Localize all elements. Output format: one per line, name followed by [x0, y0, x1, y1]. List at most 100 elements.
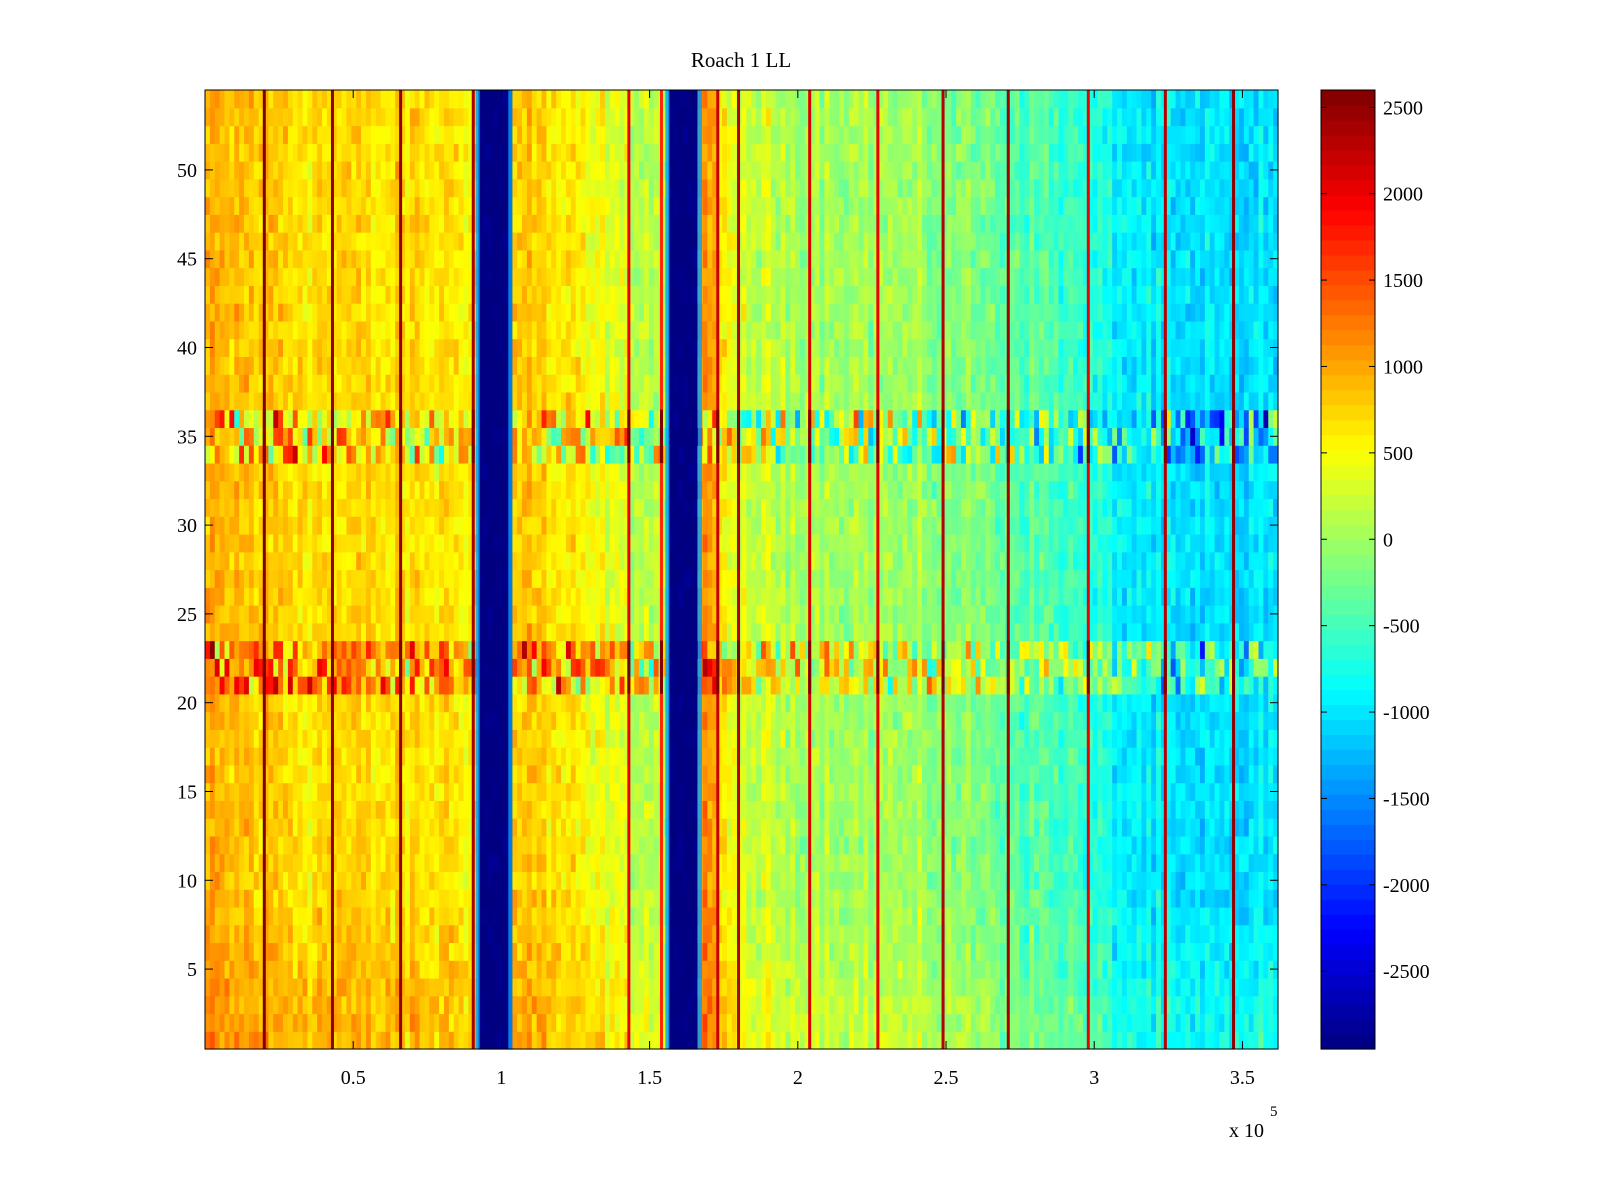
heatmap-cell — [1263, 1031, 1269, 1050]
heatmap-cell — [780, 693, 786, 713]
heatmap-cell — [1141, 835, 1147, 855]
heatmap-cell — [1268, 924, 1274, 944]
heatmap-cell — [985, 977, 991, 997]
heatmap-cell — [556, 942, 562, 961]
heatmap-cell — [1180, 906, 1186, 926]
heatmap-cell — [726, 729, 733, 748]
heatmap-cell — [853, 906, 860, 926]
heatmap-cell — [1009, 676, 1016, 695]
heatmap-cell — [434, 658, 440, 677]
heatmap-cell — [205, 729, 211, 748]
heatmap-cell — [409, 924, 416, 944]
heatmap-cell — [1136, 747, 1143, 766]
heatmap-cell — [561, 977, 567, 997]
heatmap-cell — [1243, 942, 1250, 961]
heatmap-cell — [853, 747, 860, 766]
heatmap-cell — [795, 818, 801, 837]
heatmap-cell — [1238, 835, 1245, 855]
heatmap-cell — [936, 658, 943, 677]
heatmap-cell — [312, 676, 318, 695]
heatmap-cell — [1000, 658, 1006, 677]
heatmap-cell — [297, 853, 304, 873]
heatmap-cell — [921, 676, 928, 695]
heatmap-cell — [1204, 676, 1211, 695]
heatmap-cell — [834, 711, 840, 730]
heatmap-cell — [1048, 693, 1055, 713]
heatmap-cell — [1160, 711, 1167, 730]
heatmap-cell — [970, 924, 977, 944]
heatmap-cell — [302, 764, 309, 784]
heatmap-cell — [834, 853, 840, 873]
heatmap-cell — [756, 747, 762, 766]
heatmap-cell — [307, 960, 313, 979]
heatmap-cell — [882, 800, 889, 819]
heatmap-cell — [775, 676, 782, 695]
heatmap-cell — [1102, 693, 1108, 713]
heatmap-cell — [1126, 782, 1133, 801]
heatmap-cell — [546, 889, 552, 908]
heatmap-cell — [609, 942, 616, 961]
heatmap-cell — [868, 871, 874, 890]
heatmap-cell — [1009, 729, 1016, 748]
heatmap-cell — [1009, 924, 1016, 944]
heatmap-cell — [1126, 729, 1133, 748]
heatmap-cell — [960, 924, 967, 944]
heatmap-cell — [819, 1013, 826, 1032]
heatmap-cell — [1190, 1031, 1196, 1050]
heatmap-cell — [1000, 871, 1006, 890]
heatmap-cell — [268, 889, 274, 908]
heatmap-cell — [1258, 676, 1264, 695]
heatmap-cell — [1263, 729, 1269, 748]
heatmap-cell — [604, 693, 611, 713]
heatmap-cell — [322, 729, 328, 748]
heatmap-cell — [673, 889, 679, 908]
heatmap-cell — [765, 1031, 772, 1050]
heatmap-cell — [502, 977, 508, 997]
heatmap-cell — [1136, 658, 1143, 677]
heatmap-cell — [1180, 942, 1186, 961]
heatmap-cell — [931, 906, 938, 926]
heatmap-cell — [302, 942, 309, 961]
heatmap-cell — [526, 924, 533, 944]
heatmap-cell — [712, 818, 718, 837]
heatmap-cell — [1087, 977, 1094, 997]
heatmap-cell — [458, 1031, 465, 1050]
heatmap-cell — [717, 747, 723, 766]
heatmap-cell — [629, 729, 635, 748]
heatmap-cell — [800, 818, 806, 837]
heatmap-cell — [229, 835, 235, 855]
heatmap-cell — [263, 1013, 270, 1032]
heatmap-cell — [975, 800, 982, 819]
heatmap-cell — [1053, 764, 1060, 784]
heatmap-cell — [902, 800, 908, 819]
heatmap-cell — [341, 835, 348, 855]
heatmap-cell — [575, 747, 582, 766]
heatmap-cell — [614, 977, 621, 997]
heatmap-cell — [931, 835, 938, 855]
heatmap-cell — [878, 693, 884, 713]
heatmap-cell — [1253, 871, 1260, 890]
heatmap-cell — [1170, 995, 1177, 1015]
heatmap-cell — [868, 835, 874, 855]
heatmap-cell — [287, 960, 294, 979]
heatmap-cell — [653, 942, 660, 961]
heatmap-cell — [1117, 853, 1123, 873]
heatmap-cell — [244, 658, 250, 677]
heatmap-cell — [346, 693, 352, 713]
heatmap-cell — [244, 818, 250, 837]
heatmap-cell — [702, 853, 708, 873]
heatmap-cell — [326, 942, 333, 961]
heatmap-cell — [653, 995, 660, 1015]
heatmap-cell — [580, 960, 587, 979]
heatmap-cell — [400, 640, 406, 659]
heatmap-cell — [775, 960, 782, 979]
heatmap-cell — [429, 729, 435, 748]
heatmap-cell — [570, 782, 577, 801]
heatmap-cell — [995, 1031, 1001, 1050]
heatmap-cell — [990, 960, 996, 979]
heatmap-cell — [1073, 853, 1079, 873]
heatmap-cell — [995, 711, 1001, 730]
heatmap-cell — [892, 693, 899, 713]
heatmap-cell — [1170, 676, 1177, 695]
heatmap-cell — [263, 924, 270, 944]
